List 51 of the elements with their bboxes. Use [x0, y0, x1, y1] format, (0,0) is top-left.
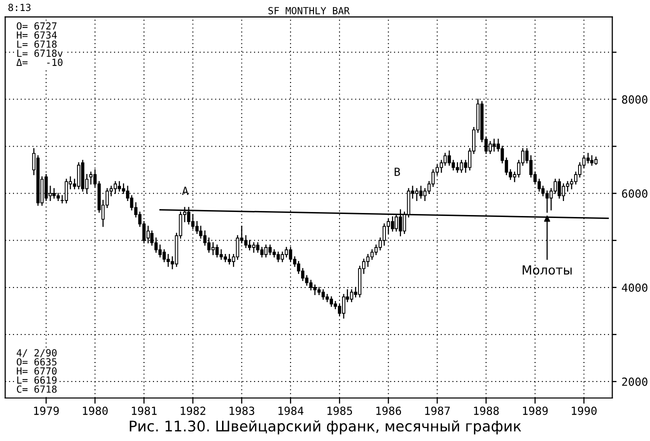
annotation: B: [394, 168, 400, 176]
candlestick: [220, 249, 223, 260]
candlestick: [264, 244, 268, 258]
x-tick-label: 1984: [278, 406, 304, 415]
annotation: O= 6727 H= 6734 L= 6718 L= 6718v Δ= -10: [16, 22, 63, 66]
candlestick: [326, 294, 329, 302]
candlestick: [460, 160, 464, 173]
candlestick: [118, 181, 121, 192]
x-tick-label: 1981: [132, 406, 157, 415]
annotation: 4/ 2/90 O= 6635 H= 6770 L= 6619 C= 6718: [16, 349, 57, 393]
y-tick-label: 4000: [622, 283, 648, 292]
annotation: Молоты: [522, 265, 572, 275]
y-tick-label: 6000: [622, 189, 648, 198]
x-tick-label: 1983: [230, 406, 254, 415]
x-tick-label: 1986: [376, 406, 402, 415]
chart-title: SF MONTHLY BAR: [268, 6, 350, 14]
candlestick: [330, 296, 333, 307]
candlestick: [215, 244, 219, 258]
candlestick: [166, 254, 170, 267]
x-tick-label: 1982: [180, 406, 206, 415]
x-tick-label: 1979: [34, 406, 59, 415]
candlestick: [370, 249, 374, 260]
candlestick: [280, 252, 284, 262]
candlestick: [545, 190, 549, 213]
annotation: A: [182, 186, 188, 195]
text: 8:13: [8, 4, 30, 12]
candlestick: [158, 244, 162, 258]
candlestick: [228, 254, 232, 264]
candlestick: [284, 246, 288, 258]
candlestick: [366, 254, 370, 267]
x-tick-label: 1989: [523, 406, 548, 415]
candlestick: [456, 162, 460, 173]
y-tick-label: 8000: [622, 95, 648, 104]
x-tick-label: 1987: [425, 406, 450, 415]
x-tick-label: 1985: [327, 406, 352, 415]
x-tick-label: 1990: [572, 406, 597, 415]
y-tick-label: 2000: [622, 378, 648, 386]
candlestick: [276, 252, 280, 262]
candlestick: [342, 294, 346, 319]
x-tick-label: 1988: [474, 406, 499, 415]
candlestick: [260, 246, 264, 258]
candlestick: [322, 289, 325, 300]
candlestick: [590, 155, 594, 166]
candlestick: [268, 244, 272, 256]
candlestick: [211, 242, 215, 256]
x-tick-label: 1980: [82, 406, 108, 415]
text: Рис. 11.30. Швейцарский франк, месячный график: [130, 420, 522, 434]
candlestick: [419, 186, 423, 199]
candlestick: [77, 162, 80, 190]
candlestick: [586, 152, 590, 164]
candlestick: [566, 181, 570, 192]
